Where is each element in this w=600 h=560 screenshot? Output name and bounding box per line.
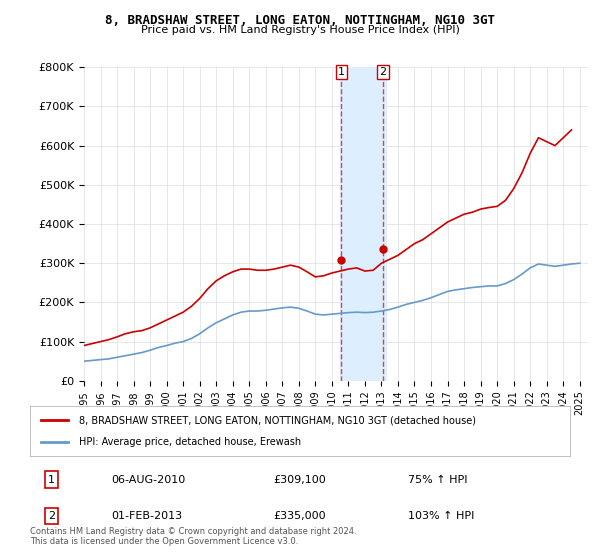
Text: 2: 2 bbox=[379, 67, 386, 77]
Text: £309,100: £309,100 bbox=[273, 474, 326, 484]
Text: Price paid vs. HM Land Registry's House Price Index (HPI): Price paid vs. HM Land Registry's House … bbox=[140, 25, 460, 35]
Text: 06-AUG-2010: 06-AUG-2010 bbox=[111, 474, 185, 484]
Text: £335,000: £335,000 bbox=[273, 511, 326, 521]
Text: 1: 1 bbox=[48, 474, 55, 484]
Text: 103% ↑ HPI: 103% ↑ HPI bbox=[408, 511, 475, 521]
Text: 8, BRADSHAW STREET, LONG EATON, NOTTINGHAM, NG10 3GT: 8, BRADSHAW STREET, LONG EATON, NOTTINGH… bbox=[105, 14, 495, 27]
Text: 2: 2 bbox=[48, 511, 55, 521]
Bar bbox=[340, 67, 386, 381]
Text: 01-FEB-2013: 01-FEB-2013 bbox=[111, 511, 182, 521]
Text: Contains HM Land Registry data © Crown copyright and database right 2024.
This d: Contains HM Land Registry data © Crown c… bbox=[30, 526, 356, 546]
Text: 8, BRADSHAW STREET, LONG EATON, NOTTINGHAM, NG10 3GT (detached house): 8, BRADSHAW STREET, LONG EATON, NOTTINGH… bbox=[79, 415, 476, 425]
Text: 75% ↑ HPI: 75% ↑ HPI bbox=[408, 474, 467, 484]
Text: 1: 1 bbox=[338, 67, 345, 77]
Text: HPI: Average price, detached house, Erewash: HPI: Average price, detached house, Erew… bbox=[79, 437, 301, 447]
